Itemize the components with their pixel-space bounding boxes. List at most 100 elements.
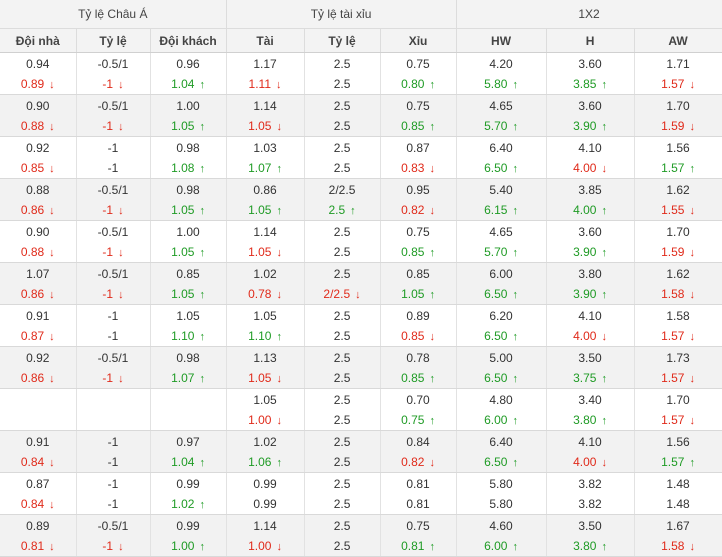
- away-odds-opening: 0.96: [150, 52, 227, 74]
- odds-value: 1.00: [248, 539, 272, 553]
- arrow-up-icon: ↑: [689, 457, 695, 469]
- odds-value: 6.50: [484, 329, 508, 343]
- total-line-live: 2.5 ↑: [304, 200, 381, 221]
- total-line-opening: 2/2.5: [304, 178, 381, 200]
- odds-row-live: 0.84 ↓ -1 1.04 ↑ 1.06 ↑ 2.5 0.82 ↓ 6.50 ↑ 4.00 ↓ 1.57 ↑: [0, 452, 722, 473]
- odds-value: 4.00: [573, 329, 597, 343]
- arrow-down-icon: ↓: [429, 205, 435, 217]
- odds-body: 0.94 -0.5/1 0.96 1.17 2.5 0.75 4.20 3.60 1.71 0.8…: [0, 52, 722, 557]
- arrow-down-icon: ↓: [276, 541, 282, 553]
- odds-value: 0.86: [20, 203, 45, 217]
- arrow-down-icon: ↓: [118, 541, 124, 553]
- column-header-away-win: AW: [634, 28, 722, 53]
- home-odds-opening: 1.07: [0, 262, 77, 284]
- home-odds-opening: 0.87: [0, 472, 77, 494]
- away-win-odds-live: 1.59 ↓: [634, 116, 722, 137]
- draw-odds-live: 3.80 ↑: [546, 410, 635, 431]
- over-odds-opening: 1.05: [226, 304, 305, 326]
- handicap-live: -1 ↓: [76, 74, 151, 95]
- over-odds-live: 1.05 ↓: [226, 116, 305, 137]
- odds-value: -1: [107, 497, 119, 511]
- odds-value: 6.15: [484, 203, 508, 217]
- home-win-odds-live: 6.50 ↑: [456, 158, 547, 179]
- away-win-odds-live: 1.55 ↓: [634, 200, 722, 221]
- odds-row-live: 0.89 ↓ -1 ↓ 1.04 ↑ 1.11 ↓ 2.5 0.80 ↑ 5.80 ↑ 3.85 ↑ 1.57…: [0, 74, 722, 95]
- away-win-odds-opening: 1.73: [634, 346, 722, 368]
- over-odds-live: 1.00 ↓: [226, 410, 305, 431]
- arrow-down-icon: ↓: [689, 541, 695, 553]
- home-win-odds-live: 6.50 ↑: [456, 368, 547, 389]
- away-win-odds-live: 1.57 ↑: [634, 452, 722, 473]
- over-odds-opening: 1.14: [226, 94, 305, 116]
- arrow-up-icon: ↑: [199, 205, 205, 217]
- under-odds-opening: 0.75: [380, 94, 457, 116]
- odds-row-opening: 0.90 -0.5/1 1.00 1.14 2.5 0.75 4.65 3.60 1.70: [0, 94, 722, 116]
- over-odds-live: 1.00 ↓: [226, 536, 305, 557]
- odds-value: 1.02: [171, 497, 195, 511]
- arrow-down-icon: ↓: [429, 163, 435, 175]
- away-odds-live: 1.07 ↑: [150, 368, 227, 389]
- odds-value: -1: [102, 539, 114, 553]
- odds-value: -1: [107, 161, 119, 175]
- odds-value: 0.84: [20, 455, 45, 469]
- odds-value: 1.57: [661, 329, 685, 343]
- odds-value: 1.05: [171, 119, 195, 133]
- odds-value: 1.05: [171, 245, 195, 259]
- arrow-down-icon: ↓: [118, 121, 124, 133]
- odds-value: 3.90: [573, 287, 597, 301]
- over-odds-live: 1.06 ↑: [226, 452, 305, 473]
- arrow-down-icon: ↓: [276, 247, 282, 259]
- over-odds-live: 0.78 ↓: [226, 284, 305, 305]
- odds-value: 2.5: [333, 371, 351, 385]
- draw-odds-opening: 3.60: [546, 94, 635, 116]
- away-win-odds-live: 1.57 ↓: [634, 410, 722, 431]
- home-win-odds-opening: 5.40: [456, 178, 547, 200]
- odds-value: 6.00: [484, 539, 508, 553]
- home-win-odds-live: 6.15 ↑: [456, 200, 547, 221]
- total-line-live: 2.5: [304, 452, 381, 473]
- away-win-odds-live: 1.57 ↓: [634, 74, 722, 95]
- under-odds-opening: 0.89: [380, 304, 457, 326]
- odds-value: 1.11: [248, 77, 272, 91]
- handicap-live: -1: [76, 452, 151, 473]
- arrow-down-icon: ↓: [49, 79, 55, 91]
- handicap-live: -1: [76, 326, 151, 347]
- home-odds-live: 0.84 ↓: [0, 494, 77, 515]
- home-win-odds-opening: 5.80: [456, 472, 547, 494]
- odds-row-opening: 0.91 -1 1.05 1.05 2.5 0.89 6.20 4.10 1.58: [0, 304, 722, 326]
- handicap-live: -1 ↓: [76, 116, 151, 137]
- odds-value: -1: [102, 371, 114, 385]
- arrow-down-icon: ↓: [689, 79, 695, 91]
- draw-odds-opening: 4.10: [546, 304, 635, 326]
- odds-value: 0.78: [248, 287, 272, 301]
- away-odds-live: 1.05 ↑: [150, 284, 227, 305]
- home-win-odds-live: 6.00 ↑: [456, 536, 547, 557]
- home-odds-live: 0.89 ↓: [0, 74, 77, 95]
- arrow-down-icon: ↓: [49, 457, 55, 469]
- under-odds-opening: 0.95: [380, 178, 457, 200]
- arrow-down-icon: ↓: [49, 499, 55, 511]
- arrow-up-icon: ↑: [429, 79, 435, 91]
- odds-row-live: 0.88 ↓ -1 ↓ 1.05 ↑ 1.05 ↓ 2.5 0.85 ↑ 5.70 ↑ 3.90 ↑ 1.59…: [0, 242, 722, 263]
- odds-value: 0.82: [401, 203, 425, 217]
- arrow-down-icon: ↓: [118, 289, 124, 301]
- arrow-up-icon: ↑: [276, 163, 282, 175]
- over-odds-opening: 1.05: [226, 388, 305, 410]
- handicap-opening: -0.5/1: [76, 514, 151, 536]
- odds-value: 1.57: [661, 77, 685, 91]
- under-odds-live: 0.80 ↑: [380, 74, 457, 95]
- odds-value: 0.87: [20, 329, 45, 343]
- arrow-up-icon: ↑: [512, 247, 518, 259]
- away-win-odds-opening: 1.56: [634, 430, 722, 452]
- odds-value: 0.88: [20, 245, 45, 259]
- away-odds-opening: 0.98: [150, 346, 227, 368]
- arrow-down-icon: ↓: [49, 247, 55, 259]
- odds-value: 3.80: [573, 413, 597, 427]
- odds-value: 2.5: [328, 203, 346, 217]
- total-line-live: 2.5: [304, 74, 381, 95]
- under-odds-live: 0.83 ↓: [380, 158, 457, 179]
- arrow-down-icon: ↓: [601, 163, 607, 175]
- arrow-up-icon: ↑: [350, 205, 356, 217]
- odds-value: 1.59: [661, 119, 685, 133]
- over-odds-opening: 0.86: [226, 178, 305, 200]
